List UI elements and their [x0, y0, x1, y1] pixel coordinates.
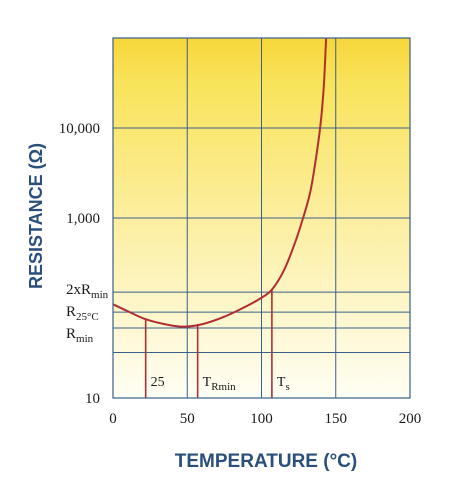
x-tick-label: 200 — [399, 411, 422, 427]
marker-label: Ts — [277, 375, 290, 393]
curve — [112, 37, 328, 328]
y-tick-labels: 10 1,000 10,000 — [59, 121, 100, 407]
marker-label: 25 — [151, 375, 165, 390]
y-tick-label: 10,000 — [59, 121, 100, 137]
x-tick-label: 100 — [250, 411, 273, 427]
x-tick-label: 50 — [180, 411, 195, 427]
x-tick-label: 150 — [325, 411, 348, 427]
marker-labels: 25 TRmin Ts — [151, 375, 290, 393]
marker-label: TRmin — [203, 375, 237, 393]
x-axis-title: TEMPERATURE (°C) — [175, 451, 357, 472]
reference-level-label: R25°C — [66, 304, 99, 323]
y-tick-label: 1,000 — [66, 211, 100, 227]
grid — [112, 37, 411, 399]
plot-frame — [112, 37, 411, 399]
resistance-curve — [112, 37, 328, 328]
y-tick-label: 10 — [85, 391, 100, 407]
marker-lines — [144, 289, 273, 398]
x-tick-labels: 0 50 100 150 200 — [109, 411, 421, 427]
y-axis-title: RESISTANCE (Ω) — [26, 143, 46, 289]
reference-level-label: Rmin — [66, 326, 94, 345]
x-tick-label: 0 — [109, 411, 117, 427]
reference-level-label: 2xRmin — [66, 282, 109, 301]
reference-level-labels: 2xRmin R25°C Rmin — [66, 282, 109, 345]
